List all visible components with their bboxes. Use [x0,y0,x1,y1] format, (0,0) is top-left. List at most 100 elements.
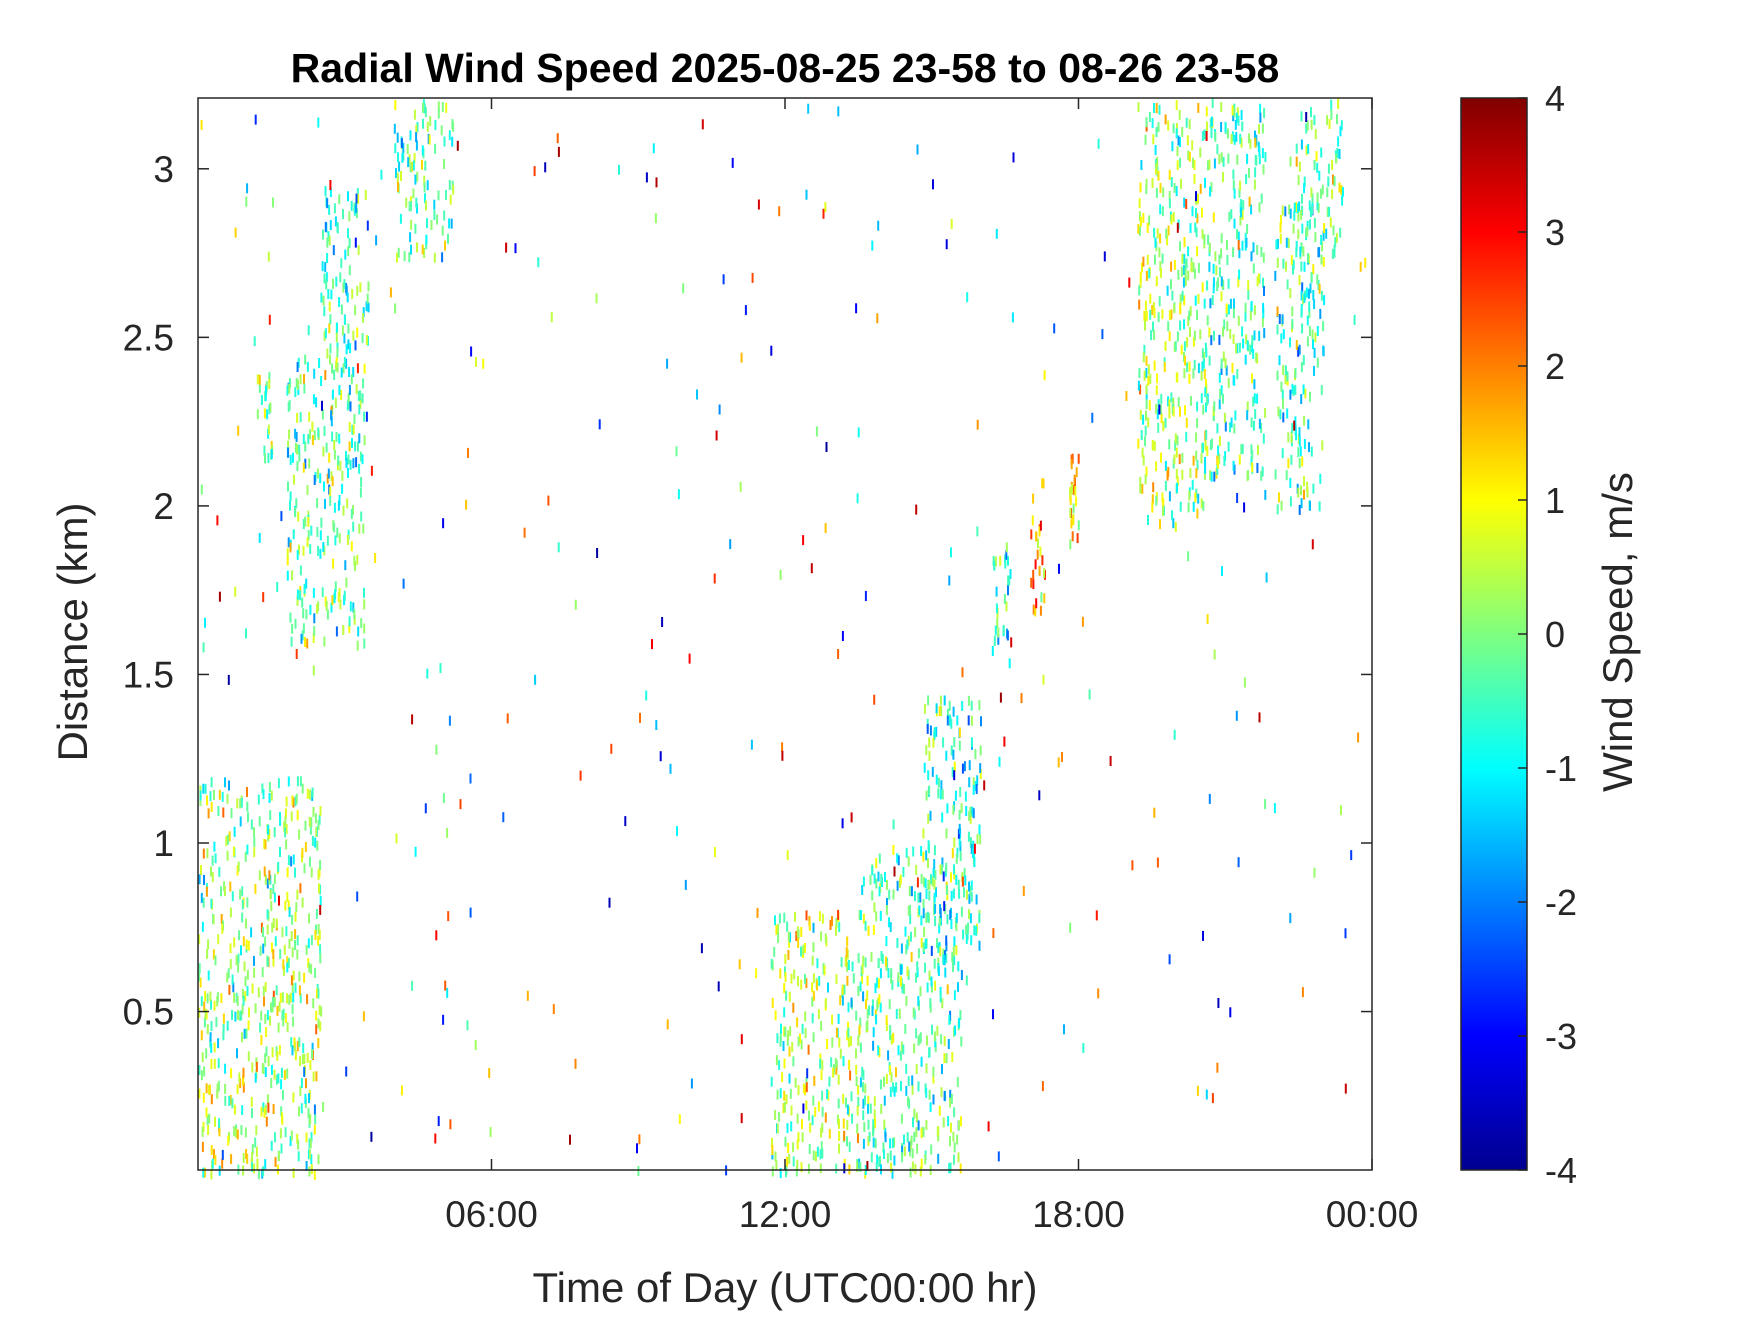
wind-sample [359,390,362,401]
wind-sample [242,1075,244,1086]
wind-sample [225,836,228,846]
wind-sample [929,810,932,821]
wind-sample [595,293,598,304]
wind-sample [969,806,972,817]
wind-sample [906,966,909,977]
wind-sample [1184,275,1187,286]
wind-sample [301,1054,304,1065]
wind-sample [1252,420,1255,431]
wind-sample [922,908,925,919]
wind-sample [905,995,908,1006]
wind-sample [347,246,350,257]
wind-sample [1138,299,1141,310]
wind-sample [946,803,949,814]
wind-sample [1197,493,1200,504]
wind-sample [1151,305,1154,315]
wind-sample [788,1153,791,1164]
wind-sample [409,232,412,243]
wind-sample [1074,485,1077,496]
wind-sample [213,1149,215,1160]
wind-sample [950,218,953,229]
wind-sample [267,424,270,435]
wind-sample [1183,237,1186,248]
wind-sample [837,106,840,117]
wind-sample [295,377,298,388]
wind-sample [262,592,265,603]
wind-sample [941,812,944,823]
wind-sample [262,789,265,800]
wind-sample [304,637,306,647]
wind-sample [236,1084,239,1095]
wind-sample [871,890,874,901]
wind-sample [1220,365,1223,375]
wind-sample [954,1025,957,1036]
wind-sample [421,159,423,170]
wind-sample [359,398,362,409]
wind-sample [837,649,840,659]
wind-sample [280,1079,283,1090]
wind-sample [296,461,299,472]
wind-sample [855,1010,858,1021]
y-tick-label: 1.5 [123,654,174,695]
wind-sample [1294,384,1297,395]
wind-sample [973,857,976,868]
wind-sample [928,750,931,761]
wind-sample [325,442,328,453]
wind-sample [1321,440,1324,451]
wind-sample [233,992,236,1003]
wind-sample [202,1092,205,1103]
wind-sample [827,982,829,993]
wind-sample [284,1127,287,1138]
wind-sample [774,1010,777,1021]
wind-sample [310,867,313,878]
wind-sample [1233,218,1236,229]
wind-sample [885,905,888,916]
wind-sample [290,811,293,822]
wind-sample [347,467,349,478]
wind-sample [277,1151,280,1162]
wind-sample [1193,173,1196,184]
wind-sample [926,718,929,729]
wind-sample [1227,128,1229,139]
wind-sample [976,526,979,537]
wind-sample [1171,290,1174,301]
wind-sample [362,307,365,318]
wind-sample [801,1132,804,1143]
wind-sample [347,228,349,239]
wind-sample [1316,357,1319,368]
wind-sample [569,1134,571,1145]
wind-sample [1189,327,1191,337]
wind-sample [502,812,505,823]
wind-sample [970,935,973,946]
wind-sample [904,926,907,937]
wind-sample [1153,441,1156,452]
wind-sample [896,880,899,891]
wind-sample [1081,616,1084,627]
wind-sample [207,970,210,981]
wind-sample [255,1146,258,1157]
wind-sample [901,1152,904,1163]
wind-sample [319,953,322,964]
wind-sample [209,1037,212,1048]
wind-sample [294,867,296,878]
wind-sample [902,1044,905,1055]
wind-sample [425,234,428,245]
wind-sample [1336,114,1338,125]
wind-sample [918,1034,921,1045]
wind-sample [205,1009,208,1020]
wind-sample [967,922,970,933]
wind-sample [1199,147,1202,158]
wind-sample [930,945,933,956]
wind-sample [857,1133,859,1144]
wind-sample [210,1094,213,1105]
wind-sample [1227,153,1230,164]
wind-sample [1164,460,1167,471]
wind-sample [1009,569,1012,579]
wind-sample [1203,469,1206,480]
wind-sample [312,998,315,1009]
y-tick-label: 0.5 [123,992,174,1033]
data-region-5 [770,910,861,1179]
wind-sample [1166,235,1169,246]
wind-sample [1256,393,1259,404]
wind-sample [1032,579,1035,590]
